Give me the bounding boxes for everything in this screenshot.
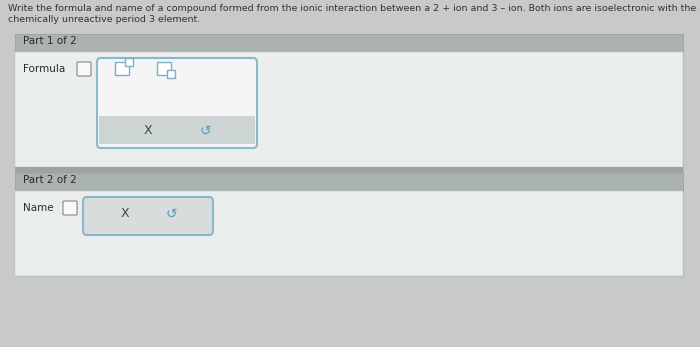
Bar <box>15 167 683 173</box>
Text: X: X <box>144 124 153 137</box>
Bar <box>99 116 255 144</box>
Bar <box>15 52 683 167</box>
FancyBboxPatch shape <box>77 62 91 76</box>
FancyBboxPatch shape <box>97 58 257 148</box>
Bar <box>15 34 683 276</box>
Text: Name: Name <box>23 203 54 213</box>
Bar <box>15 34 683 52</box>
Text: Write the formula and name of a compound formed from the ionic interaction betwe: Write the formula and name of a compound… <box>8 4 700 13</box>
FancyBboxPatch shape <box>63 201 77 215</box>
Bar <box>157 62 171 75</box>
Text: Part 1 of 2: Part 1 of 2 <box>23 36 77 46</box>
Text: ↺: ↺ <box>200 124 211 138</box>
Bar <box>15 191 683 276</box>
Text: ↺: ↺ <box>166 207 177 221</box>
Bar <box>15 173 683 191</box>
Bar <box>167 70 175 78</box>
Text: chemically unreactive period 3 element.: chemically unreactive period 3 element. <box>8 15 200 24</box>
Text: Part 2 of 2: Part 2 of 2 <box>23 175 77 185</box>
FancyBboxPatch shape <box>83 197 213 235</box>
Bar <box>125 58 133 66</box>
Bar <box>115 62 129 75</box>
Text: X: X <box>120 207 129 220</box>
Text: Formula: Formula <box>23 64 65 74</box>
